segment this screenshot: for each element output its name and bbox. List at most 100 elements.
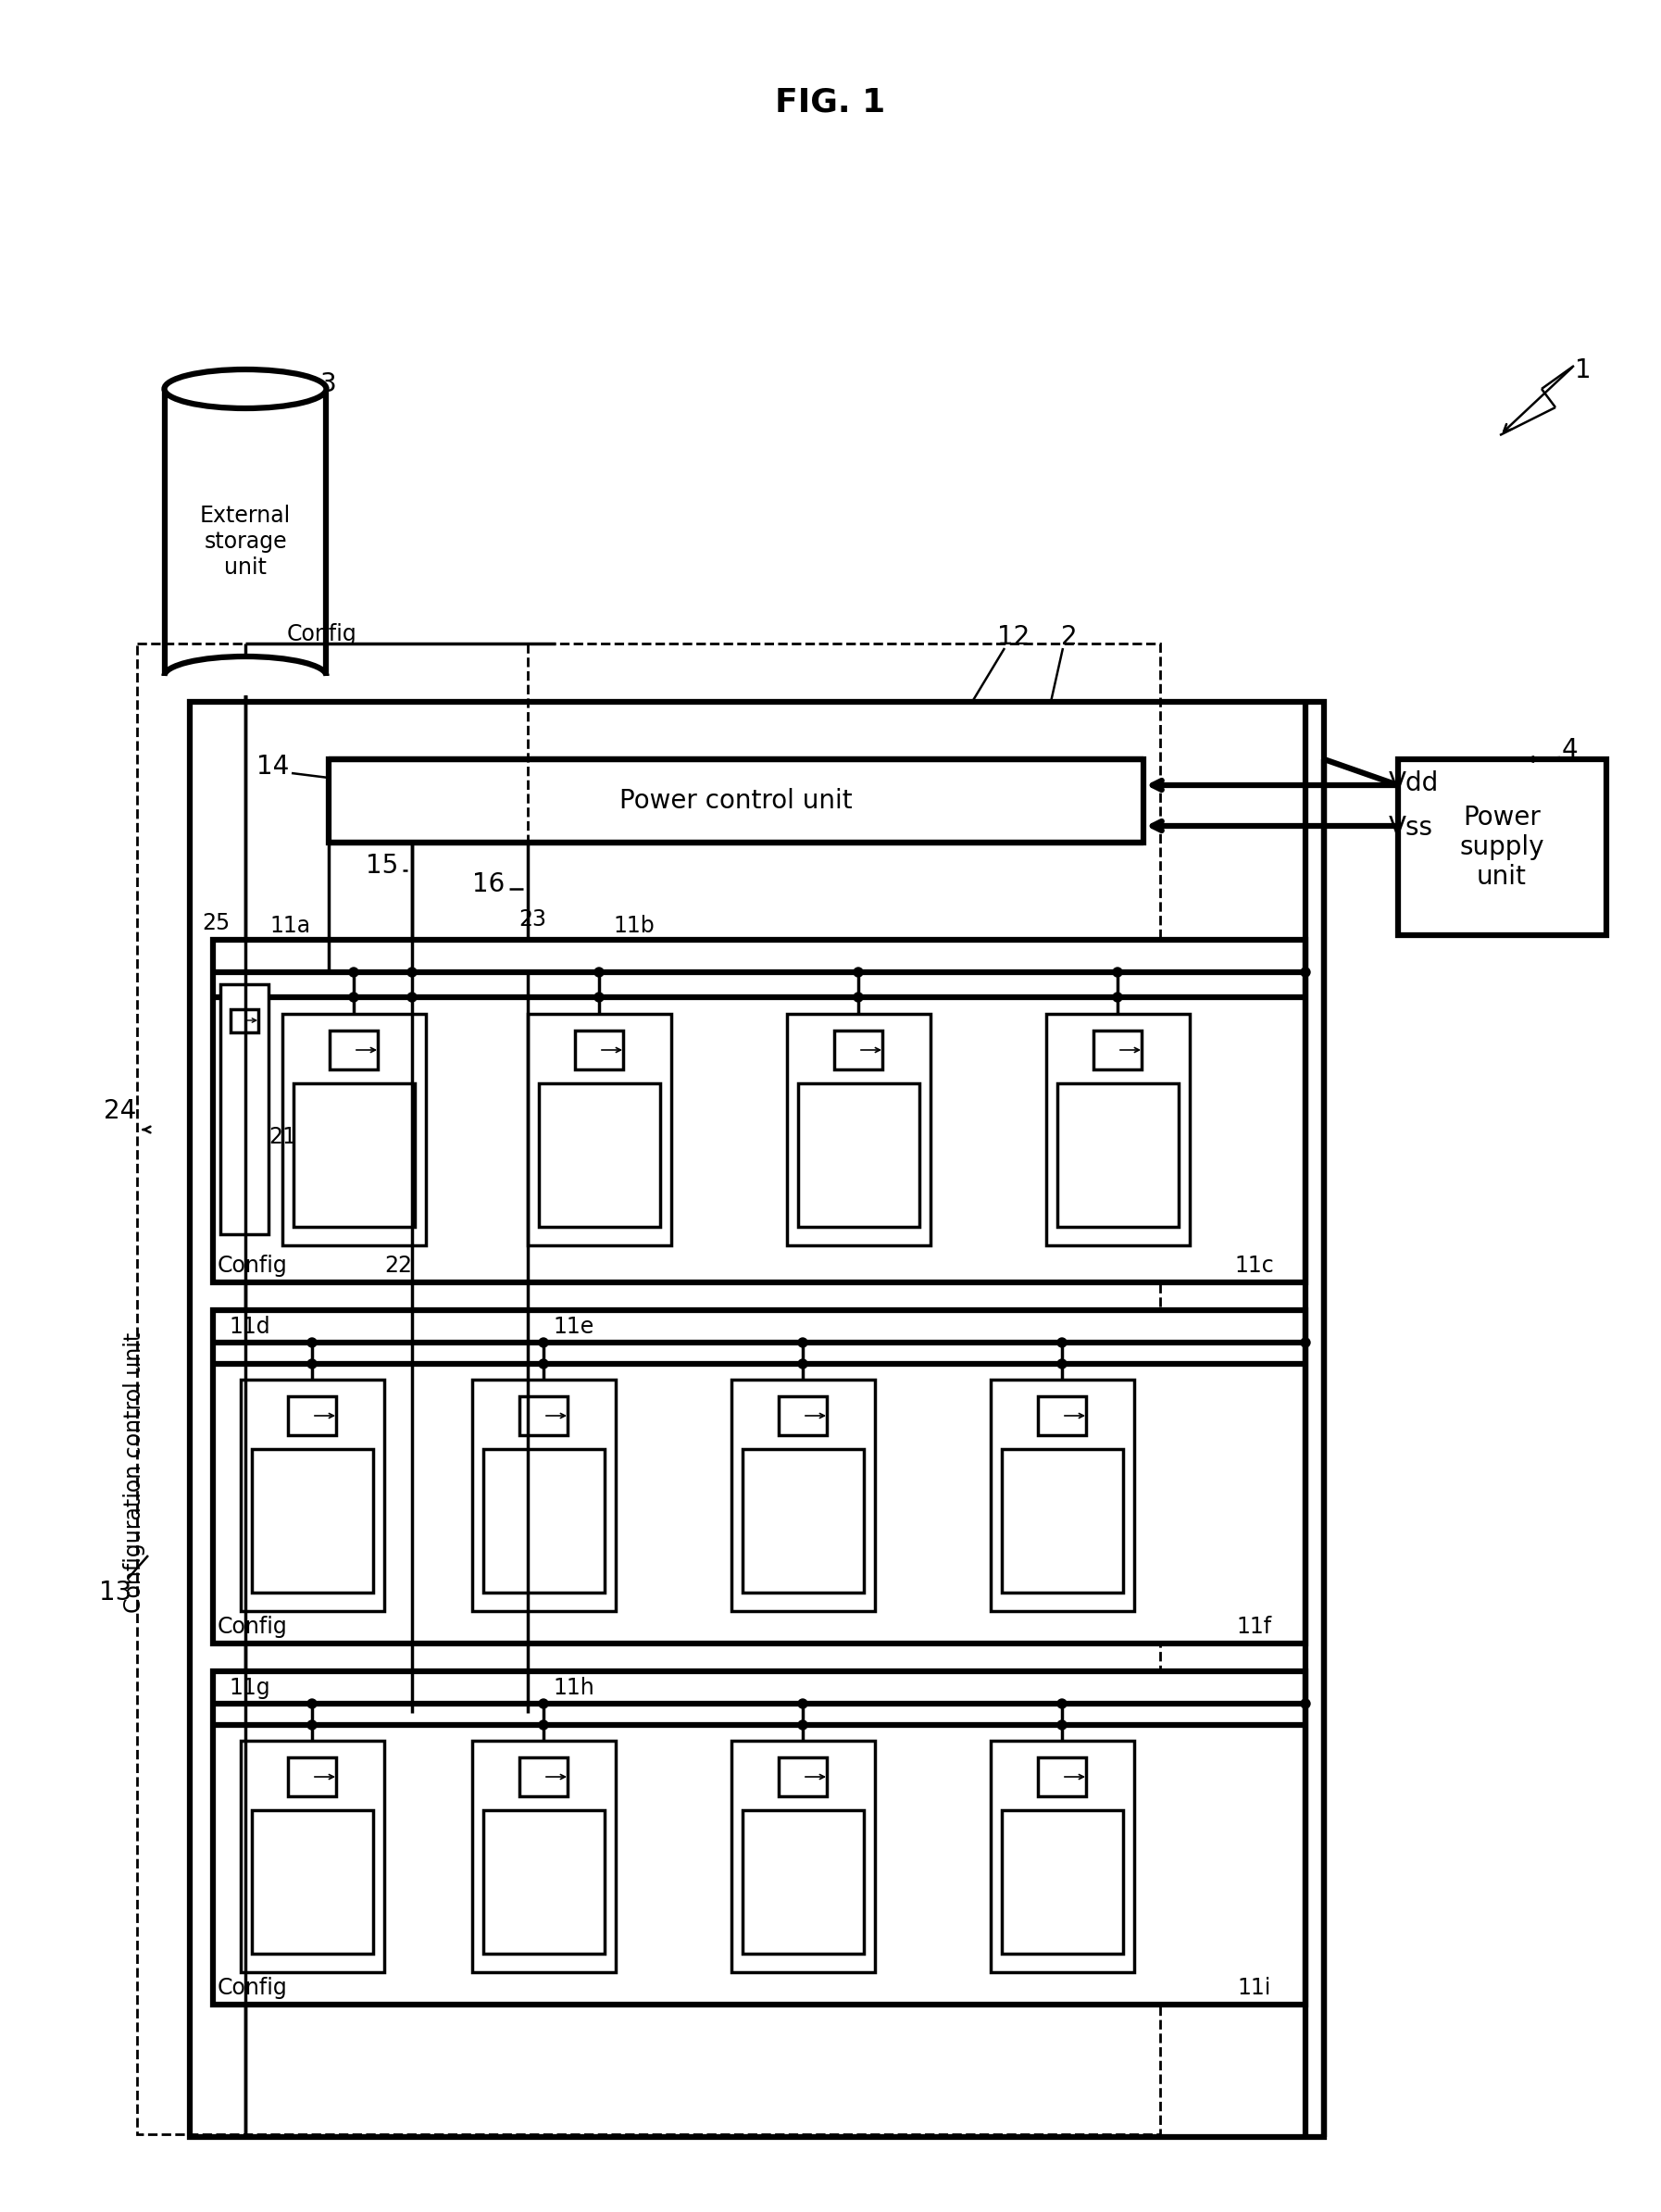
FancyBboxPatch shape [742,1449,864,1593]
Circle shape [307,1358,317,1369]
Circle shape [854,967,864,978]
FancyBboxPatch shape [1046,1013,1189,1245]
Text: 11i: 11i [1237,1978,1271,2000]
Circle shape [538,1338,548,1347]
FancyBboxPatch shape [221,984,269,1234]
FancyBboxPatch shape [1093,1031,1141,1068]
Circle shape [1058,1721,1066,1730]
Text: 4: 4 [1561,737,1578,763]
FancyBboxPatch shape [287,1756,336,1796]
Text: 11e: 11e [553,1316,595,1338]
Text: 11a: 11a [269,916,311,938]
Text: 23: 23 [518,909,546,931]
Circle shape [1113,993,1123,1002]
FancyBboxPatch shape [282,1013,425,1245]
FancyBboxPatch shape [834,1031,882,1068]
Circle shape [307,1338,317,1347]
Text: Config: Config [218,1254,287,1276]
FancyBboxPatch shape [990,1741,1134,1973]
Circle shape [1113,967,1123,978]
Text: Config: Config [218,1615,287,1637]
Circle shape [595,993,603,1002]
Circle shape [797,1699,807,1708]
Text: External
storage
unit: External storage unit [199,504,291,580]
FancyBboxPatch shape [329,1031,377,1068]
Text: Configuration control unit: Configuration control unit [123,1332,146,1613]
Circle shape [407,993,417,1002]
FancyBboxPatch shape [1058,1084,1179,1228]
FancyBboxPatch shape [731,1380,875,1610]
Circle shape [1301,967,1311,978]
FancyBboxPatch shape [779,1756,827,1796]
Circle shape [349,967,359,978]
FancyBboxPatch shape [231,1009,259,1033]
Text: Config: Config [287,624,357,646]
FancyBboxPatch shape [1002,1809,1123,1953]
Text: 14: 14 [257,754,289,779]
FancyBboxPatch shape [528,1013,671,1245]
FancyBboxPatch shape [538,1084,659,1228]
Text: Vdd: Vdd [1389,770,1438,796]
Circle shape [407,967,417,978]
Text: 11d: 11d [229,1316,271,1338]
Text: Power
supply
unit: Power supply unit [1460,805,1545,889]
Text: 13: 13 [100,1579,133,1606]
FancyBboxPatch shape [252,1809,374,1953]
Text: 24: 24 [105,1097,136,1124]
FancyBboxPatch shape [731,1741,875,1973]
FancyBboxPatch shape [990,1380,1134,1610]
FancyBboxPatch shape [241,1380,384,1610]
Circle shape [307,1721,317,1730]
FancyBboxPatch shape [779,1396,827,1436]
FancyBboxPatch shape [742,1809,864,1953]
FancyBboxPatch shape [287,1396,336,1436]
FancyBboxPatch shape [797,1084,920,1228]
Circle shape [1301,1699,1311,1708]
Circle shape [538,1721,548,1730]
Text: 12: 12 [998,624,1030,650]
Text: Config: Config [218,1978,287,2000]
FancyBboxPatch shape [472,1380,616,1610]
FancyBboxPatch shape [520,1396,568,1436]
Text: 11f: 11f [1237,1615,1272,1637]
Ellipse shape [164,369,326,409]
FancyBboxPatch shape [213,1672,1306,2004]
Text: 22: 22 [384,1254,412,1276]
FancyBboxPatch shape [329,759,1143,843]
FancyBboxPatch shape [575,1031,623,1068]
Text: 25: 25 [201,911,229,933]
Circle shape [797,1338,807,1347]
FancyBboxPatch shape [1038,1756,1086,1796]
Text: 3: 3 [321,372,337,398]
Text: 16: 16 [472,872,505,898]
Circle shape [538,1358,548,1369]
Circle shape [1301,1338,1311,1347]
Circle shape [307,1699,317,1708]
Text: 11g: 11g [229,1677,271,1699]
Text: 15: 15 [365,854,399,878]
Text: Power control unit: Power control unit [620,787,852,814]
Circle shape [595,967,603,978]
FancyBboxPatch shape [252,1449,374,1593]
FancyBboxPatch shape [241,1741,384,1973]
Circle shape [1058,1358,1066,1369]
FancyBboxPatch shape [787,1013,930,1245]
FancyBboxPatch shape [483,1449,605,1593]
FancyBboxPatch shape [520,1756,568,1796]
FancyBboxPatch shape [483,1809,605,1953]
FancyBboxPatch shape [213,940,1306,1283]
Circle shape [538,1699,548,1708]
Text: 2: 2 [1061,624,1078,650]
Circle shape [1058,1338,1066,1347]
FancyBboxPatch shape [1399,759,1606,936]
Text: FIG. 1: FIG. 1 [776,86,885,117]
Text: Vss: Vss [1389,814,1433,841]
Circle shape [1058,1699,1066,1708]
FancyBboxPatch shape [1002,1449,1123,1593]
FancyBboxPatch shape [472,1741,616,1973]
FancyBboxPatch shape [294,1084,415,1228]
Ellipse shape [164,369,326,409]
Text: 11b: 11b [613,916,654,938]
FancyBboxPatch shape [213,1310,1306,1644]
Text: 21: 21 [269,1126,296,1148]
